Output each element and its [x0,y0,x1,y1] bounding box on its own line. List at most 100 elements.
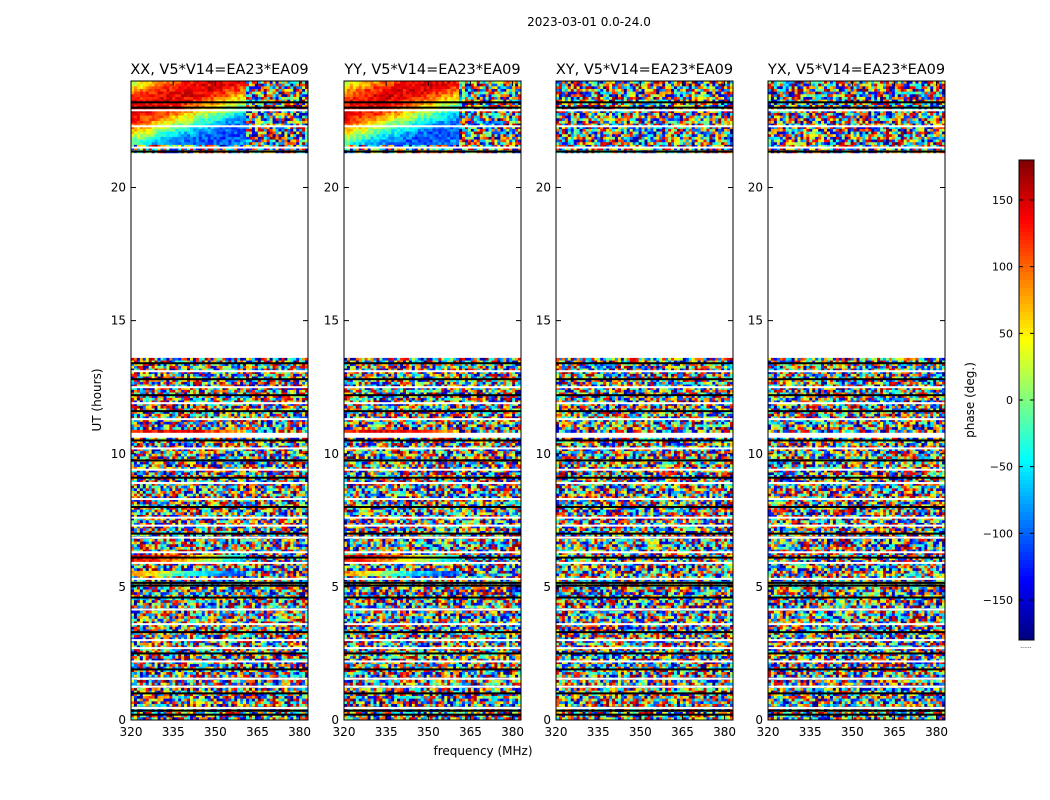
heatmap-cell [293,443,297,447]
heatmap-cell [222,475,226,479]
heatmap-cell [299,110,303,114]
heatmap-cell [184,475,188,479]
heatmap-cell [249,134,253,138]
heatmap-cell [263,405,268,409]
heatmap-cell [240,408,244,412]
heatmap-cell [184,99,188,103]
heatmap-cell [157,467,161,471]
heatmap-cell [136,467,141,471]
heatmap-cell [275,373,279,377]
heatmap-cell [302,120,306,124]
heatmap-cell [142,387,147,391]
heatmap-cell [305,94,309,98]
heatmap-cell [216,360,220,364]
heatmap-cell [169,131,173,135]
heatmap-cell [178,144,182,148]
heatmap-cell [142,400,147,404]
heatmap-cell [254,400,259,404]
heatmap-cell [195,81,200,85]
heatmap-cell [184,501,188,505]
heatmap-cell [219,413,223,417]
heatmap-cell [231,360,235,364]
heatmap-cell [234,381,238,385]
heatmap-cell [231,443,235,447]
heatmap-cell [178,371,182,375]
heatmap-cell [290,120,294,124]
heatmap-cell [139,110,144,114]
heatmap-cell [184,112,188,116]
heatmap-cell [263,134,268,138]
heatmap-cell [157,400,161,404]
heatmap-cell [216,416,220,420]
heatmap-cell [246,110,250,114]
heatmap-cell [222,501,226,505]
heatmap-cell [231,115,235,119]
heatmap-cell [204,118,209,122]
heatmap-cell [278,91,282,95]
heatmap-cell [257,411,262,415]
heatmap-cell [204,485,209,489]
heatmap-cell [290,395,294,399]
heatmap-cell [257,397,262,401]
heatmap-cell [184,387,188,391]
heatmap-cell [249,456,253,460]
heatmap-cell [133,448,138,452]
heatmap-cell [281,139,285,143]
heatmap-cell [251,440,256,444]
heatmap-cell [290,477,294,481]
heatmap-cell [281,408,285,412]
heatmap-cell [281,437,285,441]
heatmap-cell [136,509,141,513]
heatmap-cell [257,126,262,130]
heatmap-cell [251,91,256,95]
heatmap-cell [154,88,158,92]
heatmap-cell [272,491,276,495]
heatmap-cell [166,115,170,119]
heatmap-cell [216,456,220,460]
heatmap-cell [263,424,268,428]
heatmap-cell [231,102,235,106]
heatmap-cell [204,392,209,396]
heatmap-cell [269,477,273,481]
heatmap-cell [281,357,285,361]
heatmap-cell [254,416,259,420]
heatmap-cell [198,365,203,369]
heatmap-cell [210,416,214,420]
heatmap-cell [266,144,270,148]
heatmap-cell [219,491,223,495]
heatmap-cell [178,467,182,471]
heatmap-cell [181,86,185,90]
heatmap-cell [142,509,147,513]
heatmap-cell [240,139,244,143]
heatmap-cell [278,142,282,146]
heatmap-cell [266,104,270,108]
heatmap-cell [228,379,232,383]
heatmap-cell [192,126,197,130]
heatmap-cell [296,485,300,489]
heatmap-cell [157,453,161,457]
heatmap-cell [225,461,229,465]
heatmap-cell [240,488,244,492]
heatmap-cell [207,115,211,119]
heatmap-cell [257,91,262,95]
heatmap-cell [142,128,147,132]
heatmap-cell [172,363,176,367]
heatmap-cell [184,360,188,364]
heatmap-cell [210,488,214,492]
heatmap-cell [163,419,167,423]
heatmap-cell [133,99,138,103]
heatmap-cell [181,477,185,481]
heatmap-cell [263,365,268,369]
heatmap-cell [151,131,155,135]
heatmap-cell [181,448,185,452]
heatmap-cell [216,467,220,471]
heatmap-cell [131,363,135,367]
heatmap-cell [187,427,191,431]
heatmap-cell [266,94,270,98]
heatmap-cell [195,357,200,361]
heatmap-cell [148,491,152,495]
heatmap-cell [136,405,141,409]
heatmap-cell [187,147,191,151]
heatmap-cell [234,126,238,130]
heatmap-cell [243,501,247,505]
